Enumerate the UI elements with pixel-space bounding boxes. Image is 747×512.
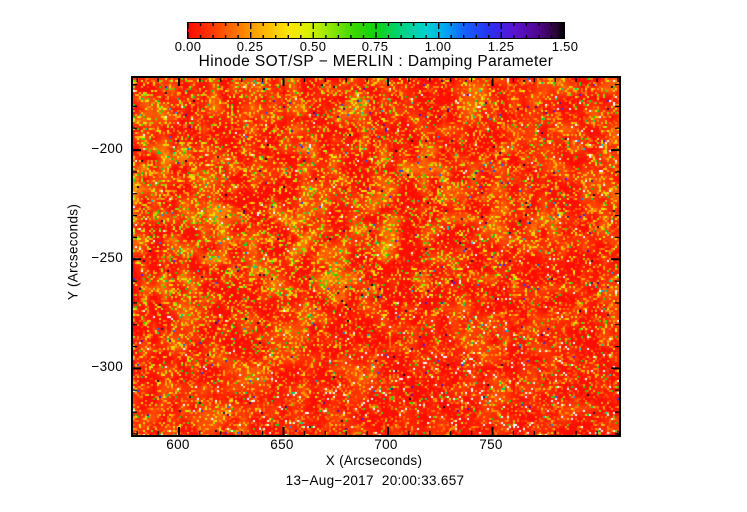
colorbar-tick-label: 1.25 [487, 39, 515, 54]
y-tick-label: −250 [91, 250, 123, 265]
x-axis-title: X (Arcseconds) [325, 453, 423, 468]
x-tick-label: 700 [374, 437, 398, 452]
colorbar-tick-label: 0.75 [361, 39, 389, 54]
x-tick-label: 600 [166, 437, 190, 452]
colorbar-tick-label: 1.50 [551, 39, 579, 54]
y-tick-label: −300 [91, 359, 123, 374]
colorbar [187, 22, 565, 39]
heatmap-plot [131, 76, 621, 437]
x-tick-label: 750 [479, 437, 503, 452]
observation-timestamp: 13−Aug−2017 20:00:33.657 [285, 473, 465, 488]
colorbar-ticks [188, 23, 564, 38]
colorbar-tick-label: 1.00 [424, 39, 452, 54]
colorbar-gradient [188, 23, 564, 38]
colorbar-tick-label: 0.00 [174, 39, 202, 54]
heatmap-canvas [133, 78, 619, 435]
y-axis-title: Y (Arcseconds) [65, 203, 81, 301]
y-tick-label: −200 [91, 141, 123, 156]
colorbar-tick-label: 0.25 [236, 39, 264, 54]
plot-title: Hinode SOT/SP − MERLIN : Damping Paramet… [198, 53, 554, 70]
x-tick-label: 650 [270, 437, 294, 452]
colorbar-tick-label: 0.50 [299, 39, 327, 54]
